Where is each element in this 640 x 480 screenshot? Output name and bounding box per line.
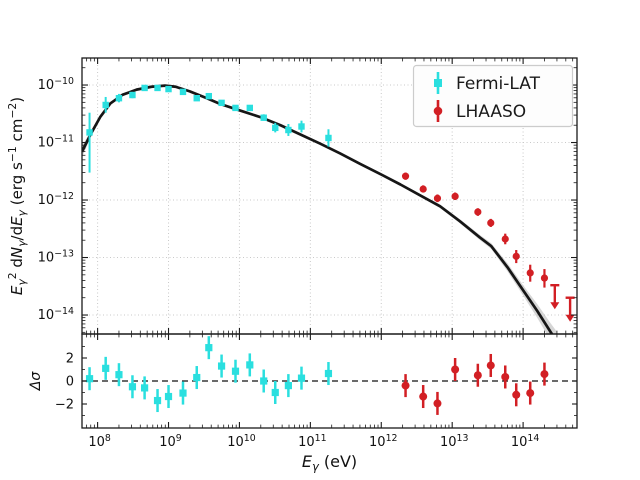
down-arrow-icon <box>565 314 575 322</box>
y-tick-label: 10−10 <box>38 76 74 93</box>
residual-tick-label: −2 <box>55 398 74 413</box>
residual-tick-label: 0 <box>66 375 74 390</box>
main-panel <box>86 84 575 322</box>
x-tick-label: 1014 <box>511 433 540 450</box>
down-arrow-icon <box>550 302 560 310</box>
legend-box <box>412 64 574 128</box>
x-tick-label: 109 <box>159 433 182 450</box>
x-tick-label: 1011 <box>298 433 327 450</box>
x-tick-label: 1012 <box>369 433 398 450</box>
residual-panel <box>82 336 577 415</box>
lhaaso-upper-limits <box>550 284 575 322</box>
legend-marker-lhaaso <box>433 106 443 116</box>
x-tick-label: 1013 <box>440 433 469 450</box>
lhaaso-series <box>401 172 549 288</box>
fermi-lat-residuals <box>85 336 333 413</box>
model-curve <box>82 84 554 334</box>
y-tick-label: 10−13 <box>38 248 74 265</box>
residual-y-axis-label: Δσ <box>28 371 44 392</box>
legend-label-fermi-lat: Fermi-LAT <box>456 74 541 94</box>
lhaaso-residuals <box>401 353 549 415</box>
fermi-lat-series <box>86 84 332 173</box>
residual-tick-label: 2 <box>66 352 74 367</box>
legend-marker-fermi-lat <box>434 79 442 87</box>
y-tick-label: 10−12 <box>38 191 74 208</box>
y-tick-label: 10−14 <box>38 306 74 323</box>
legend: Fermi-LAT LHAASO <box>412 64 574 128</box>
y-tick-label: 10−11 <box>38 133 74 150</box>
x-tick-label: 108 <box>88 433 111 450</box>
legend-label-lhaaso: LHAASO <box>456 102 526 122</box>
x-axis-label: Eγ (eV) <box>302 452 357 474</box>
x-tick-label: 1010 <box>227 433 256 450</box>
axis-ticks <box>82 58 577 428</box>
y-axis-label: Eγ2 dNγ/dEγ (erg s−1 cm−2) <box>6 97 28 295</box>
model-fit <box>82 84 557 334</box>
